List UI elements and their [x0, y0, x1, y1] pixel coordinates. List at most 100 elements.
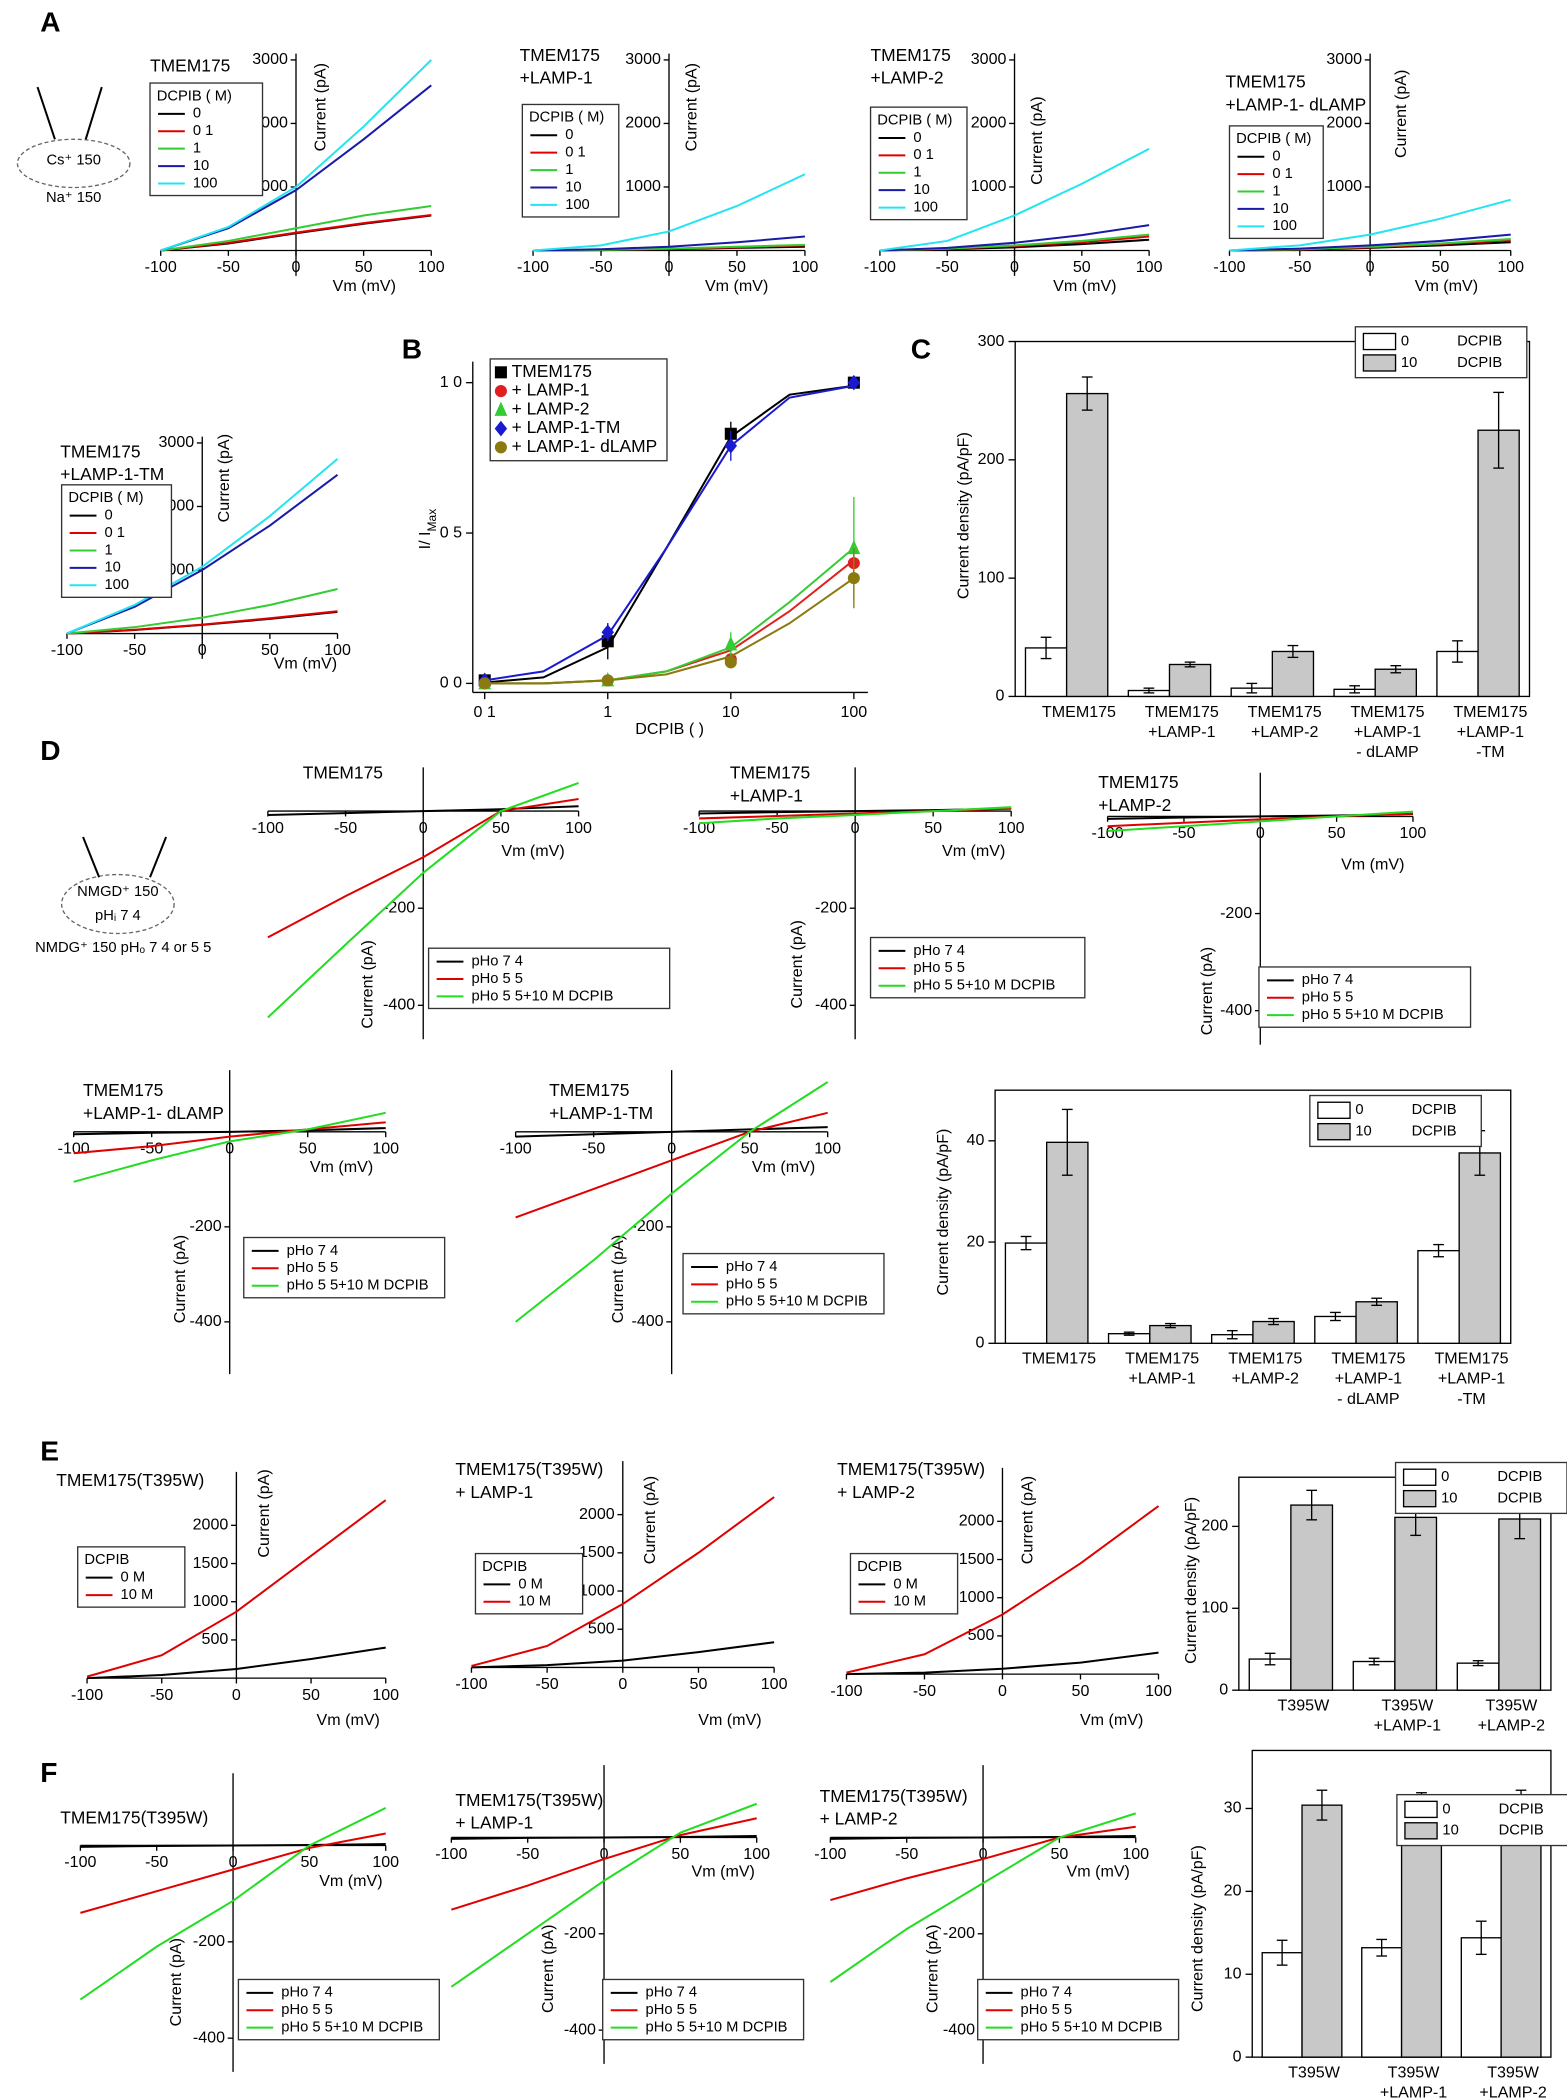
chart-title: TMEM175(T395W)	[455, 1459, 603, 1479]
y-axis-label: Current density (pA/pF)	[955, 432, 973, 599]
x-tick-label: 50	[355, 258, 373, 276]
y-axis-label: Current (pA)	[609, 1235, 627, 1323]
chart-title: +LAMP-1- dLAMP	[1225, 94, 1366, 114]
legend-suffix: DCPIB	[1457, 333, 1502, 349]
y-axis-label: Current (pA)	[1028, 96, 1046, 184]
y-axis-label-text: Current (pA)	[215, 434, 233, 522]
legend-label: pHo 5 5	[287, 1260, 339, 1276]
legend-label: 10	[104, 560, 120, 576]
x-tick-label: -50	[913, 1682, 936, 1700]
y-axis-label-text: Current density (pA/pF)	[1182, 1497, 1200, 1664]
chart-title: +LAMP-1	[730, 785, 803, 805]
y-tick-label: 20	[967, 1232, 985, 1250]
x-tick-label: -100	[51, 641, 83, 659]
x-tick-label: TMEM175	[1228, 1350, 1302, 1368]
x-axis-label: Vm (mV)	[333, 277, 396, 295]
x-tick-label: 0	[665, 258, 674, 276]
legend-label: + LAMP-1-TM	[512, 417, 621, 437]
y-axis-label-text: Current (pA)	[359, 940, 377, 1028]
cell	[60, 873, 175, 935]
curve	[160, 213, 432, 252]
y-axis-label-text: I/ I	[416, 531, 434, 549]
x-tick-label: TMEM175	[1022, 1350, 1096, 1368]
x-tick-label: -100	[252, 819, 284, 837]
legend-box	[869, 106, 968, 221]
y-axis-label-text: Current (pA)	[255, 1469, 273, 1557]
legend-label: 0 M	[893, 1576, 918, 1592]
x-tick-label: 1	[603, 703, 612, 721]
legend-label: 1	[913, 165, 921, 181]
y-tick-label: 2000	[579, 1505, 615, 1523]
x-tick-label: 0	[600, 1845, 609, 1863]
y-tick-label: 1000	[579, 1581, 615, 1599]
x-axis-label: Vm (mV)	[319, 1872, 382, 1890]
y-tick-label: 500	[588, 1619, 615, 1637]
bar	[1498, 1518, 1542, 1691]
y-axis-label-text: Current (pA)	[539, 1925, 557, 2013]
x-axis-label: Vm (mV)	[1067, 1863, 1130, 1881]
x-tick-label: T395W	[1388, 2063, 1441, 2081]
curve	[80, 1832, 386, 1914]
y-tick-label: -400	[190, 1312, 222, 1330]
x-tick-label: 50	[1072, 1682, 1090, 1700]
bar	[1500, 1810, 1542, 2058]
marker	[847, 374, 861, 391]
x-tick-label: 100	[998, 819, 1025, 837]
x-tick-label: -TM	[1476, 743, 1505, 761]
x-tick-label: -100	[500, 1140, 532, 1158]
legend-label: 10 M	[518, 1594, 551, 1610]
electrode	[36, 86, 56, 140]
legend-suffix: DCPIB	[1497, 1469, 1542, 1485]
x-tick-label: 50	[492, 819, 510, 837]
bar	[1261, 1952, 1303, 2058]
x-axis-label: Vm (mV)	[1053, 277, 1116, 295]
x-tick-label: 0	[225, 1140, 234, 1158]
x-tick-label: +LAMP-2	[1478, 1717, 1545, 1735]
y-axis-label: Current (pA)	[167, 1938, 185, 2026]
curve	[66, 473, 339, 635]
x-tick-label: TMEM175	[1453, 703, 1527, 721]
bar	[1271, 650, 1315, 698]
legend-title: DCPIB	[482, 1559, 527, 1575]
y-tick-label: 0	[1219, 1680, 1228, 1698]
y-axis-label-text: Current (pA)	[788, 920, 806, 1008]
legend-title: DCPIB ( M)	[68, 490, 143, 506]
legend-label: 0	[1272, 149, 1280, 165]
legend-label: 100	[193, 175, 218, 191]
x-axis-label: DCPIB ( )	[635, 720, 704, 738]
legend-label: pHo 5 5	[646, 2002, 698, 2018]
bar	[1374, 668, 1418, 698]
x-tick-label: TMEM175	[1125, 1350, 1199, 1368]
legend-swatch	[1362, 354, 1397, 372]
curve	[66, 458, 339, 635]
x-tick-label: TMEM175	[1145, 703, 1219, 721]
y-axis-label: I/ IMax	[416, 509, 439, 550]
y-tick-label: -200	[943, 1924, 975, 1942]
y-tick-label: 2000	[971, 114, 1007, 132]
legend-title: DCPIB	[84, 1552, 129, 1568]
legend-label: pHo 5 5+10 M DCPIB	[281, 2020, 423, 2036]
y-axis-label-text: Current density (pA/pF)	[955, 432, 973, 599]
marker	[724, 635, 738, 651]
y-tick-label: 2000	[1326, 114, 1362, 132]
y-tick-label: 2000	[193, 1516, 229, 1534]
bar	[1394, 1516, 1438, 1691]
curve	[515, 1081, 829, 1323]
x-tick-label: 50	[1050, 1845, 1068, 1863]
y-axis-label-sub: Max	[425, 509, 439, 532]
x-tick-label: 100	[372, 1140, 399, 1158]
chart-title: TMEM175(T395W)	[56, 1470, 204, 1490]
x-tick-label: +LAMP-1	[1457, 723, 1524, 741]
curve	[451, 1817, 757, 1911]
bar	[1004, 1242, 1048, 1344]
curve	[699, 806, 1012, 825]
y-axis-label: Current (pA)	[171, 1235, 189, 1323]
x-tick-label: -50	[895, 1845, 918, 1863]
legend-swatch	[1362, 332, 1397, 351]
legend-swatch	[1404, 1822, 1438, 1840]
panel-letter: F	[40, 1757, 57, 1788]
chart-title: +LAMP-1-TM	[549, 1103, 653, 1123]
x-tick-label: 100	[372, 1686, 399, 1704]
legend-label: pHo 5 5	[913, 960, 965, 976]
legend-label: 10	[193, 158, 209, 174]
